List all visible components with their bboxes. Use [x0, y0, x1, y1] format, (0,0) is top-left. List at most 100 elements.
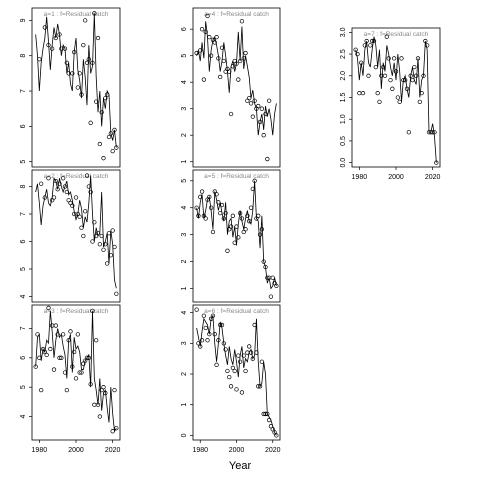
data-point — [412, 64, 417, 70]
data-point — [259, 359, 265, 364]
data-point — [201, 77, 207, 82]
x-tick-label: 2020 — [425, 174, 441, 181]
data-point — [97, 242, 102, 247]
data-point — [366, 73, 371, 78]
data-point — [214, 362, 219, 367]
data-point — [268, 424, 274, 429]
data-point — [48, 346, 53, 352]
data-point — [50, 46, 55, 51]
data-point — [77, 214, 82, 219]
data-point — [250, 186, 255, 192]
data-point — [53, 323, 58, 328]
data-point — [92, 11, 97, 16]
data-point — [112, 244, 117, 250]
data-point — [423, 38, 428, 44]
data-point — [230, 365, 236, 371]
data-point — [35, 332, 40, 337]
data-point — [199, 189, 205, 194]
data-point — [42, 195, 47, 200]
data-point — [97, 414, 102, 419]
data-point — [203, 29, 208, 35]
data-point — [237, 58, 243, 64]
data-point — [417, 99, 422, 104]
data-point — [62, 184, 68, 189]
series-line — [35, 175, 117, 289]
data-point — [84, 173, 90, 178]
data-point — [108, 131, 113, 136]
data-point — [245, 213, 250, 218]
data-point — [434, 160, 439, 165]
data-point — [243, 50, 248, 56]
data-point — [219, 45, 225, 50]
data-point — [415, 56, 421, 61]
y-tick-label: 9 — [20, 18, 27, 22]
y-tick-label: 5 — [20, 160, 27, 164]
data-point — [61, 176, 66, 181]
data-point — [205, 338, 210, 343]
data-point — [208, 316, 214, 321]
panel: a=5 : f=Residual catch 1 2 3 4 5 — [181, 169, 281, 303]
data-point — [364, 38, 369, 44]
data-point — [247, 95, 252, 101]
data-point — [219, 322, 225, 328]
data-point — [430, 130, 435, 135]
data-point — [64, 189, 69, 195]
data-point — [57, 181, 62, 186]
series-line — [355, 36, 437, 163]
data-point — [64, 387, 69, 393]
panel: a=6 : f=Residual catch 0 1 2 3 4 1980 2000 2020 — [181, 304, 281, 454]
data-point — [208, 205, 214, 210]
data-point — [218, 74, 223, 80]
data-point — [70, 203, 75, 208]
data-point — [371, 38, 377, 44]
data-point — [62, 46, 68, 51]
data-point — [66, 338, 71, 343]
y-tick-label: 6 — [20, 124, 27, 128]
data-point — [196, 341, 201, 346]
data-point — [421, 73, 426, 78]
data-point — [75, 332, 80, 337]
data-point — [268, 294, 274, 299]
data-point — [79, 370, 84, 375]
data-point — [247, 219, 252, 224]
data-point — [225, 368, 230, 374]
data-point — [46, 176, 51, 181]
data-point — [256, 213, 261, 218]
data-point — [37, 57, 42, 62]
y-tick-label: 4 — [20, 414, 27, 418]
data-point — [272, 430, 277, 435]
data-point — [256, 103, 261, 109]
data-point — [228, 384, 234, 389]
data-point — [265, 156, 270, 162]
data-point — [207, 35, 212, 40]
data-point — [274, 433, 279, 438]
data-point — [248, 350, 254, 355]
data-point — [252, 178, 257, 183]
data-point — [210, 313, 216, 318]
y-tick-label: 3 — [181, 233, 188, 237]
data-point — [73, 195, 79, 200]
data-point — [94, 338, 99, 343]
series-line — [196, 314, 277, 436]
data-point — [84, 60, 90, 65]
data-point — [114, 291, 119, 296]
data-point — [88, 120, 93, 125]
data-point — [62, 370, 68, 375]
data-point — [97, 141, 102, 147]
data-point — [212, 40, 217, 45]
panel: a=7 : f=Residual catch 0.0 0.5 1.0 1.5 2.0 2.5… — [340, 27, 441, 181]
data-point — [94, 99, 99, 104]
data-point — [112, 387, 117, 393]
panel: a=4 : f=Residual catch 1 2 3 4 5 6 — [181, 7, 281, 168]
data-point — [51, 195, 57, 200]
data-point — [81, 233, 86, 239]
data-point — [37, 355, 42, 360]
data-point — [239, 216, 245, 221]
y-tick-label: 3 — [181, 341, 188, 345]
data-point — [194, 307, 199, 312]
data-point — [425, 43, 430, 48]
data-point — [39, 181, 44, 186]
data-point — [232, 368, 237, 374]
data-point — [101, 156, 106, 161]
